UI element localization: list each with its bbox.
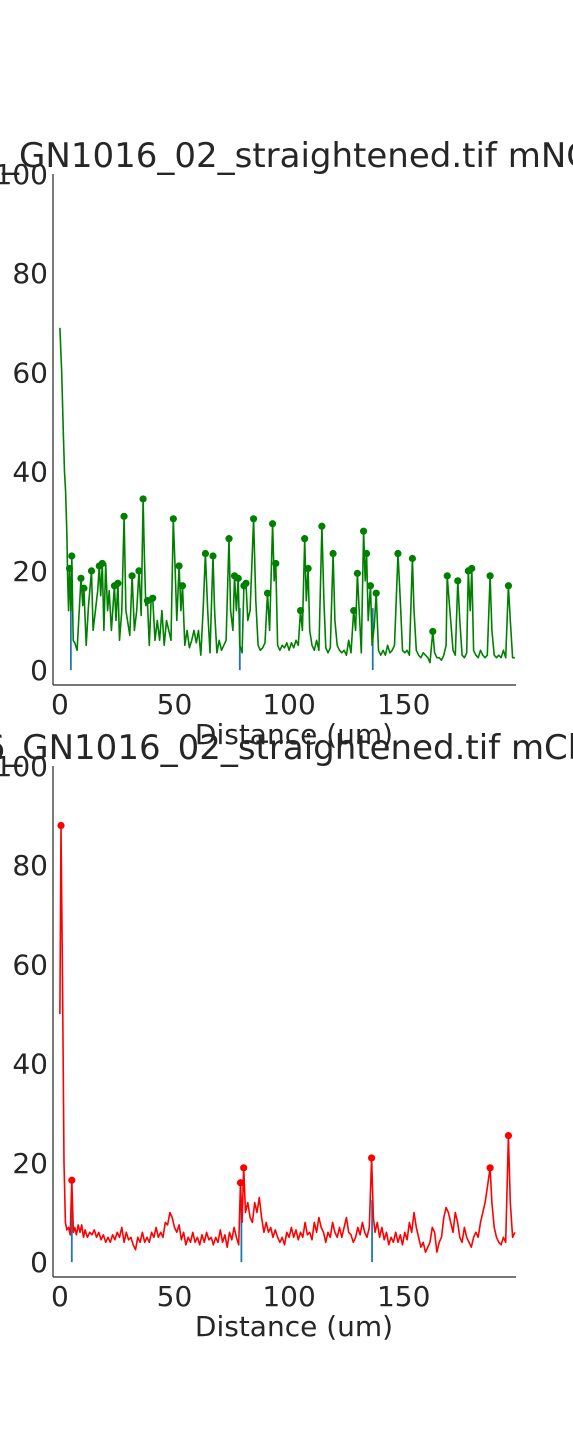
- peak-points: [57, 821, 513, 1187]
- y-tick-label: 40: [12, 456, 48, 489]
- peak-point: [443, 572, 451, 580]
- y-axis-ticks: 0 20 40 60 80 100: [0, 750, 48, 1279]
- peak-point: [77, 574, 85, 582]
- peak-point: [304, 564, 312, 573]
- peak-point: [65, 564, 74, 573]
- peak-point: [429, 627, 437, 636]
- x-axis-label: Distance (um): [195, 1310, 393, 1343]
- peak-point: [114, 579, 122, 587]
- peak-point: [80, 584, 88, 592]
- peak-point: [149, 594, 157, 602]
- chart-mng: 6_GN1016_02_straightened.tif mNG 0 20 40…: [0, 136, 573, 751]
- series-line: [59, 824, 516, 1253]
- peak-point: [329, 549, 337, 558]
- profile-line: [59, 327, 515, 664]
- peak-point: [366, 582, 375, 590]
- x-tick-label: 150: [377, 688, 430, 721]
- peak-point: [209, 552, 217, 560]
- peak-point: [249, 515, 258, 523]
- x-axis-ticks: 0 50 100 150: [51, 688, 430, 721]
- peak-point: [268, 520, 277, 528]
- x-tick-label: 100: [262, 1280, 315, 1313]
- peak-marker-lines: [70, 1200, 373, 1263]
- peak-point: [353, 569, 361, 577]
- y-tick-label: 0: [30, 654, 48, 687]
- peak-point: [135, 567, 143, 575]
- peak-point: [139, 495, 147, 503]
- peak-point: [301, 535, 309, 543]
- peak-point: [408, 554, 416, 563]
- chart-mch: 6_GN1016_02_straightened.tif mCh 0 20 40…: [0, 728, 573, 1343]
- axes: [52, 766, 516, 1278]
- y-tick-label: 100: [0, 750, 48, 783]
- peak-point: [504, 582, 513, 590]
- peak-point: [98, 559, 106, 568]
- x-tick-label: 0: [51, 1280, 69, 1313]
- peak-point: [504, 1132, 513, 1140]
- peak-point: [272, 559, 280, 568]
- x-tick-label: 50: [157, 1280, 193, 1313]
- peak-point: [68, 552, 76, 560]
- peak-point: [367, 1154, 376, 1162]
- x-axis-ticks: 0 50 100 150: [51, 1280, 430, 1313]
- y-tick-label: 0: [30, 1246, 48, 1279]
- y-tick-label: 40: [12, 1048, 48, 1081]
- peak-point: [296, 606, 305, 615]
- peak-point: [486, 1164, 494, 1172]
- peak-point: [87, 567, 96, 575]
- x-tick-label: 100: [262, 688, 315, 721]
- y-axis-ticks: 0 20 40 60 80 100: [0, 158, 48, 687]
- y-tick-label: 80: [12, 849, 48, 882]
- peak-points: [65, 495, 513, 636]
- y-tick-label: 60: [12, 948, 48, 981]
- peak-point: [372, 589, 380, 597]
- peak-point: [68, 1176, 76, 1184]
- y-tick-label: 60: [12, 356, 48, 389]
- y-tick-label: 100: [0, 158, 48, 191]
- y-tick-label: 20: [12, 1147, 48, 1180]
- peak-point: [359, 527, 368, 535]
- x-tick-label: 50: [157, 688, 193, 721]
- chart-title: 6_GN1016_02_straightened.tif mCh: [0, 728, 573, 768]
- series-line: [59, 327, 515, 664]
- peak-point: [225, 535, 233, 543]
- chart-title: 6_GN1016_02_straightened.tif mNG: [0, 136, 573, 176]
- peak-point: [234, 574, 242, 582]
- peak-point: [263, 589, 272, 597]
- peak-point: [120, 512, 128, 520]
- peak-point: [128, 572, 136, 580]
- y-tick-label: 20: [12, 555, 48, 588]
- profile-line: [59, 824, 516, 1253]
- peak-point: [178, 582, 187, 590]
- x-tick-label: 0: [51, 688, 69, 721]
- peak-point: [350, 606, 358, 615]
- peak-point: [57, 821, 65, 830]
- peak-point: [175, 562, 183, 570]
- peak-point: [454, 577, 462, 585]
- peak-point: [201, 549, 210, 558]
- peak-point: [468, 564, 476, 573]
- x-tick-label: 150: [377, 1280, 430, 1313]
- peak-point: [236, 1179, 245, 1187]
- x-axis-label: Distance (um): [195, 718, 393, 751]
- peak-point: [169, 515, 177, 523]
- peak-point: [242, 579, 250, 587]
- peak-point: [486, 572, 494, 580]
- peak-point: [318, 522, 326, 530]
- peak-point: [362, 549, 371, 558]
- y-tick-label: 80: [12, 257, 48, 290]
- peak-point: [240, 1164, 248, 1172]
- peak-point: [394, 549, 402, 558]
- axes: [52, 174, 516, 686]
